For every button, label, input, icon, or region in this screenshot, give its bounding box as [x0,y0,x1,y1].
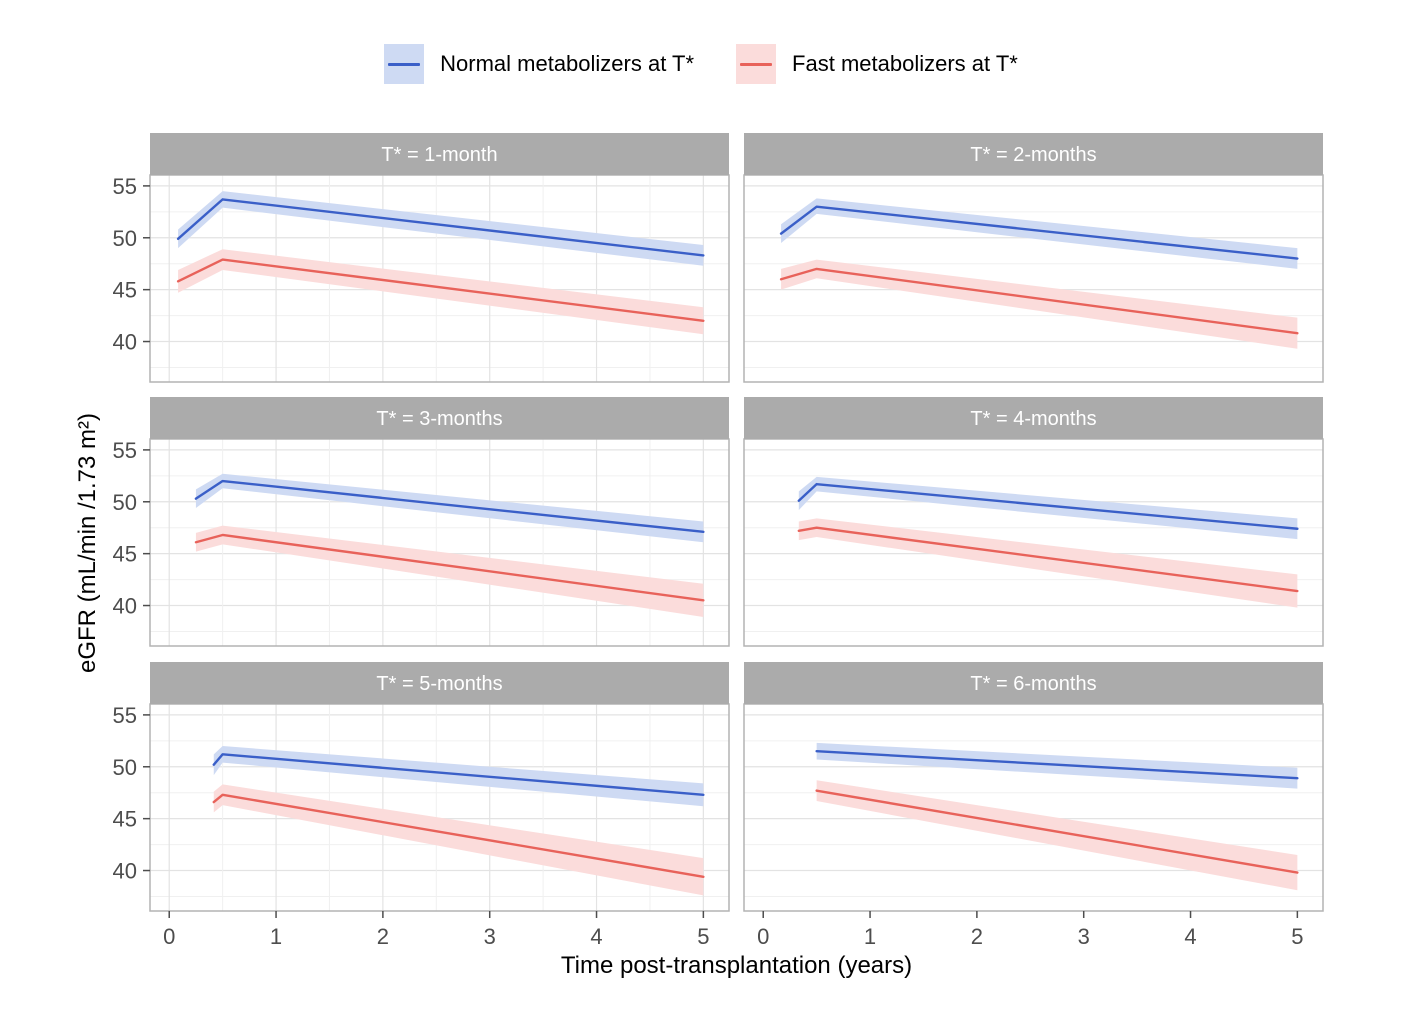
facet-strip [150,397,729,439]
x-axis-tick-label: 3 [484,924,496,949]
confidence-ribbon-fast [213,784,704,896]
facet-title: T* = 3-months [376,408,502,430]
legend-item-normal: Normal metabolizers at T* [384,44,694,84]
x-axis-tick-label: 2 [971,924,983,949]
legend-line-normal-icon [388,62,421,66]
plot-panel [744,704,1323,911]
series-line-fast [797,526,1299,593]
facet-title: T* = 2-months [970,144,1096,166]
facet-strip [744,397,1323,439]
legend-line-fast-icon [740,62,773,66]
confidence-ribbon-normal [213,746,704,807]
facet-title: T* = 6-months [970,673,1096,695]
x-axis-tick-label: 1 [864,924,876,949]
series-line-fast [194,533,705,602]
x-axis-tick-label: 5 [1291,924,1303,949]
y-axis-tick-label: 40 [113,330,137,355]
series-line-fast [176,258,705,322]
y-axis-tick-label: 55 [113,438,137,463]
series-line-normal [797,482,1299,530]
x-axis-tick-label: 4 [590,924,602,949]
series-line-fast [212,793,705,878]
x-axis-tick-label: 1 [270,924,282,949]
x-axis-tick-label: 5 [697,924,709,949]
y-axis-tick-label: 45 [113,807,137,832]
legend: Normal metabolizers at T* Fast metaboliz… [0,44,1402,84]
facet-title: T* = 1-month [381,144,497,166]
legend-label-normal: Normal metabolizers at T* [440,51,695,76]
confidence-ribbon-fast [816,780,1298,891]
series-line-normal [176,198,705,257]
x-axis-tick-label: 4 [1184,924,1196,949]
x-axis-tick-label: 3 [1078,924,1090,949]
y-axis-tick-label: 50 [113,490,137,515]
x-axis-tick-label: 0 [163,924,175,949]
facet-strip [744,133,1323,175]
series-line-normal [779,205,1299,260]
confidence-ribbon-normal [798,476,1298,540]
y-axis-tick-label: 40 [113,594,137,619]
y-axis-tick-label: 50 [113,755,137,780]
x-axis-title: Time post-transplantation (years) [560,952,913,979]
series-line-fast [779,267,1299,335]
legend-label-fast: Fast metabolizers at T* [792,51,1018,76]
x-axis-tick-label: 2 [377,924,389,949]
facet-strip [150,662,729,704]
series-line-normal [212,753,705,796]
y-axis-tick-label: 45 [113,542,137,567]
facet-strip [150,133,729,175]
legend-key-fast-icon [736,44,777,84]
y-axis-tick-label: 50 [113,226,137,251]
x-axis-tick-label: 0 [757,924,769,949]
y-axis-tick-label: 45 [113,278,137,303]
series-line-normal [815,750,1299,780]
y-axis-tick-label: 55 [113,174,137,199]
series-line-fast [815,789,1299,874]
y-axis-title: eGFR (mL/min /1.73 m²) [74,412,101,674]
facet-title: T* = 4-months [970,408,1096,430]
y-axis-tick-label: 55 [113,703,137,728]
facet-strip [744,662,1323,704]
legend-key-normal-icon [384,44,425,84]
facet-title: T* = 5-months [376,673,502,695]
plot-panel [744,439,1323,646]
legend-item-fast: Fast metabolizers at T* [736,44,1018,84]
series-line-normal [194,479,705,534]
y-axis-tick-label: 40 [113,859,137,884]
